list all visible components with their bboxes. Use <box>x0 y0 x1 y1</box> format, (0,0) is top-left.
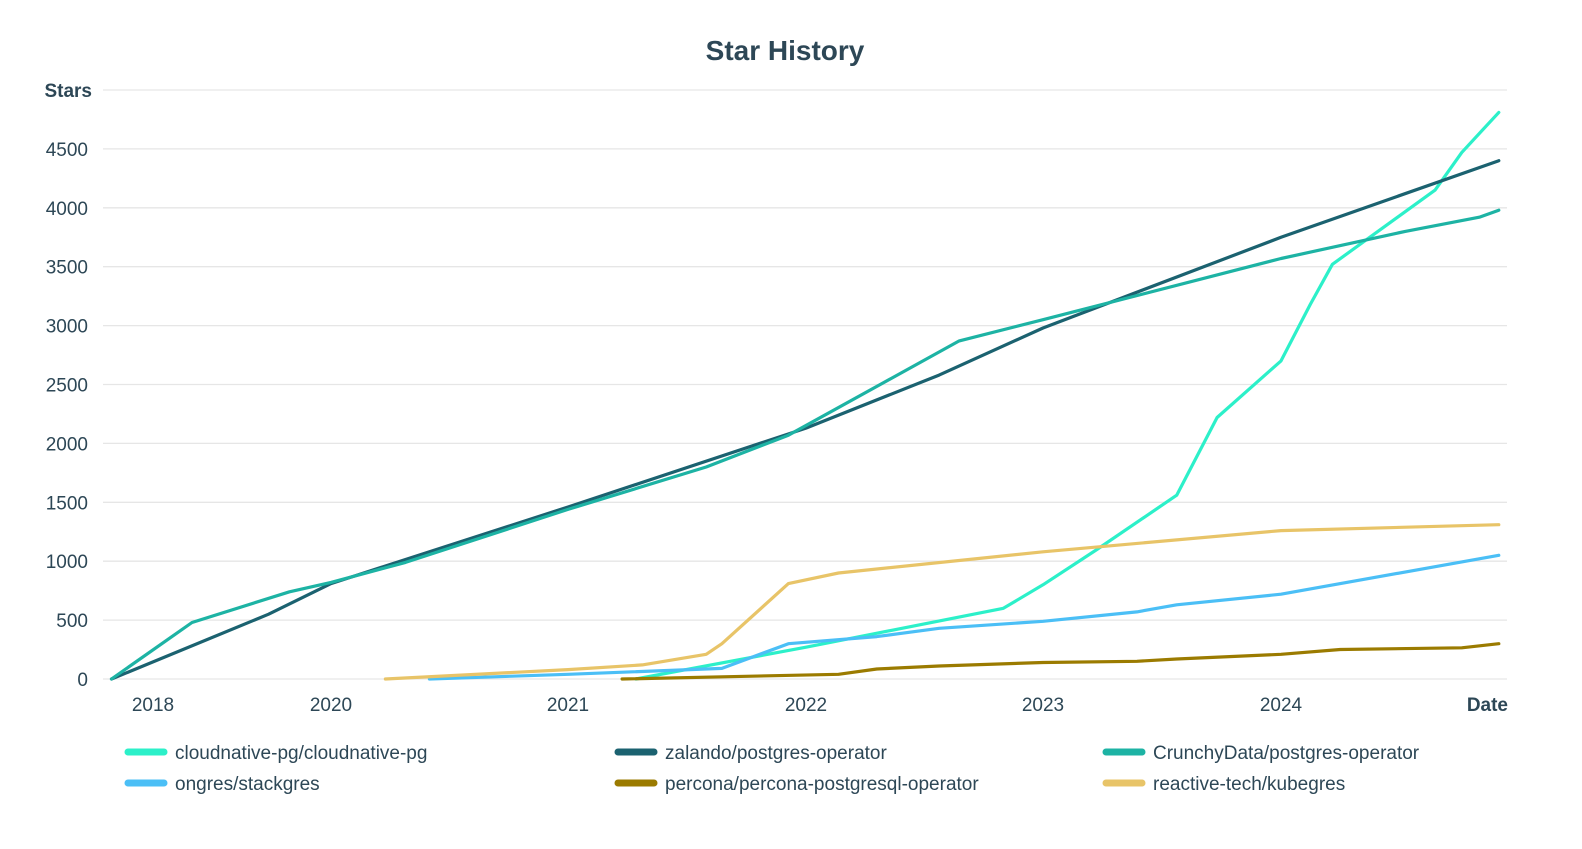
legend-label: percona/percona-postgresql-operator <box>665 774 979 795</box>
legend-label: ongres/stackgres <box>175 774 320 795</box>
legend-label: reactive-tech/kubegres <box>1153 774 1345 795</box>
y-tick-label: 2000 <box>46 434 88 455</box>
series-line-cloudnative-pg-cloudnative-pg <box>634 110 1501 681</box>
legend-label: cloudnative-pg/cloudnative-pg <box>175 743 427 764</box>
x-tick-label: 2024 <box>1260 695 1303 716</box>
legend-label: CrunchyData/postgres-operator <box>1153 743 1420 764</box>
legend-item[interactable]: reactive-tech/kubegres <box>1102 774 1345 795</box>
chart-title: Star History <box>706 35 865 66</box>
y-tick-label: 2500 <box>46 376 88 397</box>
x-tick-label: 2020 <box>310 695 352 716</box>
series-line-zalando-postgres-operator <box>109 159 1501 681</box>
legend-label: zalando/postgres-operator <box>665 743 887 764</box>
y-tick-label: 4500 <box>46 140 88 161</box>
x-tick-label: 2021 <box>547 695 589 716</box>
x-tick-label: 2022 <box>785 695 827 716</box>
x-tick-label: 2023 <box>1022 695 1064 716</box>
legend-item[interactable]: CrunchyData/postgres-operator <box>1102 743 1420 764</box>
y-tick-label: 500 <box>56 611 88 632</box>
y-tick-label: 1500 <box>46 493 88 514</box>
series-line-reactive-tech-kubegres <box>383 523 1501 681</box>
y-tick-label: 1000 <box>46 552 88 573</box>
series-line-ongres-stackgres <box>427 553 1501 681</box>
y-tick-label: 4000 <box>46 199 88 220</box>
legend-item[interactable]: percona/percona-postgresql-operator <box>614 774 979 795</box>
series-line-crunchydata-postgres-operator <box>109 208 1501 681</box>
y-tick-label: 3500 <box>46 258 88 279</box>
y-tick-label: 3000 <box>46 317 88 338</box>
y-tick-label: 0 <box>77 670 88 691</box>
legend-item[interactable]: zalando/postgres-operator <box>614 743 887 764</box>
x-tick-label: 2018 <box>132 695 174 716</box>
y-axis-label: Stars <box>44 81 92 102</box>
legend-item[interactable]: cloudnative-pg/cloudnative-pg <box>124 743 427 764</box>
x-axis-label: Date <box>1467 695 1508 716</box>
series-line-percona-percona-postgresql-operator <box>620 642 1501 681</box>
legend-item[interactable]: ongres/stackgres <box>124 774 320 795</box>
